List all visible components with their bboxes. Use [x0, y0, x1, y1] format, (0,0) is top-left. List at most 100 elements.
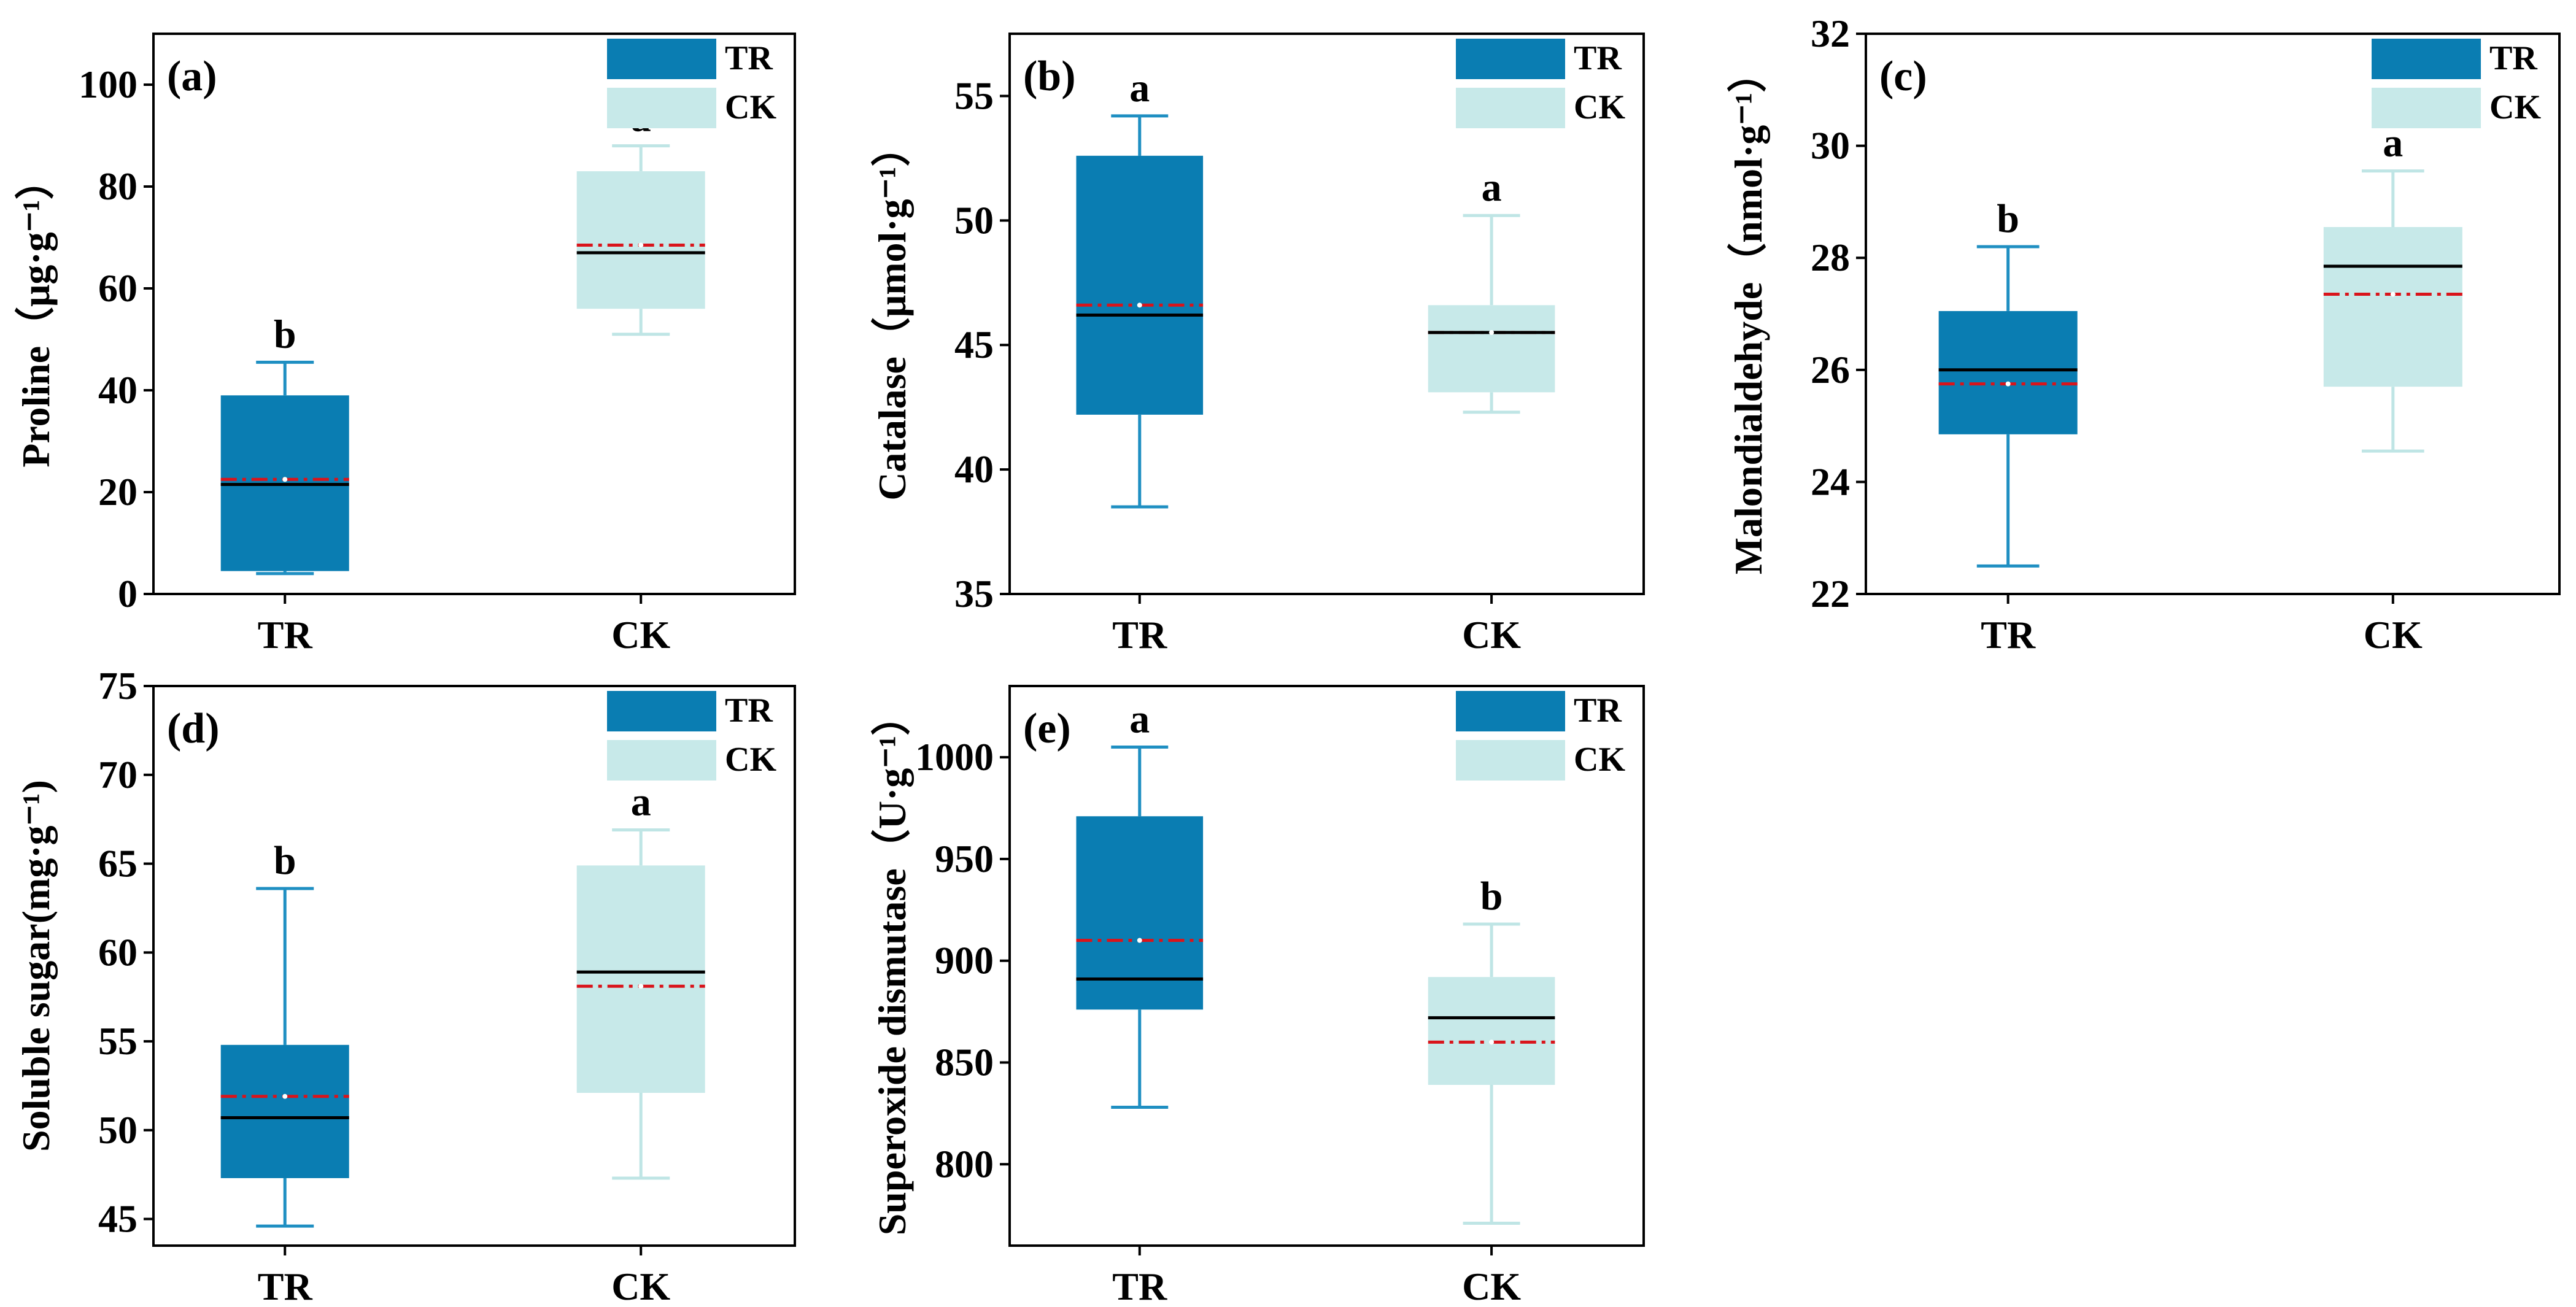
y-tick-label: 75	[98, 664, 137, 707]
legend-swatch-tr	[607, 39, 716, 79]
y-tick-label: 45	[954, 323, 994, 366]
y-tick-label: 70	[98, 753, 137, 796]
x-tick-label-tr: TR	[1112, 1265, 1167, 1307]
legend-label-tr: TR	[2489, 39, 2537, 77]
x-tick-label-tr: TR	[1112, 613, 1167, 657]
mean-marker-ck	[1489, 330, 1495, 335]
x-tick-label-tr: TR	[258, 1265, 313, 1307]
legend-label-tr: TR	[725, 39, 773, 77]
mean-marker-ck	[638, 984, 644, 989]
y-tick-label: 32	[1811, 12, 1850, 55]
panel-label: (c)	[1879, 53, 1927, 100]
legend-label-tr: TR	[1574, 39, 1622, 77]
x-tick-label-tr: TR	[258, 613, 313, 657]
legend-label-tr: TR	[1574, 692, 1622, 730]
significance-letter-ck: a	[1482, 165, 1502, 210]
y-tick-label: 800	[935, 1142, 994, 1186]
box-tr	[1076, 816, 1204, 1010]
significance-letter-tr: b	[1997, 196, 2019, 241]
y-axis-title: Superoxide dismutase（U·g⁻¹）	[870, 696, 914, 1236]
y-tick-label: 65	[98, 842, 137, 885]
box-tr	[220, 1044, 349, 1178]
significance-letter-ck: b	[1480, 874, 1503, 919]
box-ck	[1428, 977, 1555, 1085]
legend-swatch-ck	[2372, 88, 2481, 128]
box-ck	[2323, 226, 2462, 387]
legend-swatch-tr	[1456, 691, 1565, 731]
legend-label-ck: CK	[2489, 88, 2541, 126]
y-tick-label: 45	[98, 1197, 137, 1241]
legend-swatch-ck	[1456, 740, 1565, 781]
y-tick-label: 50	[98, 1108, 137, 1152]
significance-letter-tr: b	[274, 838, 296, 883]
significance-letter-ck: a	[631, 780, 651, 825]
y-tick-label: 55	[954, 74, 994, 117]
panel-label: (a)	[167, 53, 217, 100]
panel-label: (b)	[1023, 53, 1076, 100]
significance-letter-tr: a	[1129, 696, 1150, 741]
box-ck	[1428, 305, 1555, 393]
y-axis-title: Malondialdehyde（nmol·g⁻¹）	[1727, 53, 1770, 575]
legend-label-ck: CK	[1574, 88, 1625, 126]
legend-swatch-ck	[607, 88, 716, 128]
mean-marker-tr	[1137, 938, 1142, 943]
x-tick-label-ck: CK	[2364, 613, 2423, 657]
significance-letter-tr: a	[1129, 66, 1150, 110]
legend-swatch-ck	[1456, 88, 1565, 128]
plot-frame	[1865, 33, 2561, 595]
mean-marker-tr	[282, 477, 288, 482]
y-tick-label: 40	[954, 447, 994, 491]
legend-swatch-tr	[607, 691, 716, 731]
panel-label: (d)	[167, 705, 220, 752]
mean-marker-tr	[2005, 381, 2011, 387]
y-tick-label: 80	[98, 164, 137, 208]
y-tick-label: 50	[954, 198, 994, 242]
legend-label-ck: CK	[725, 741, 776, 779]
legend-swatch-ck	[607, 740, 716, 781]
y-axis-title: Soluble sugar(mg·g⁻¹)	[14, 780, 58, 1152]
x-tick-label-tr: TR	[1981, 613, 2036, 657]
box-ck	[576, 865, 705, 1093]
mean-marker-ck	[1489, 1039, 1495, 1045]
panel-label: (e)	[1023, 705, 1071, 752]
mean-marker-tr	[282, 1093, 288, 1099]
y-tick-label: 30	[1811, 124, 1850, 168]
plot-frame	[1008, 685, 1645, 1247]
y-tick-label: 22	[1811, 572, 1850, 615]
y-tick-label: 900	[935, 939, 994, 982]
legend-swatch-tr	[1456, 39, 1565, 79]
y-tick-label: 950	[935, 837, 994, 881]
y-tick-label: 20	[98, 470, 137, 514]
y-tick-label: 100	[79, 63, 137, 106]
x-tick-label-ck: CK	[611, 613, 670, 657]
box-tr	[1076, 155, 1204, 415]
chart-panel-2: 35 40 45 50 55 TR CK a a (b) TR CK Catalase（μmol·g⁻¹…	[870, 33, 1645, 657]
legend-label-tr: TR	[725, 692, 773, 730]
y-tick-label: 850	[935, 1041, 994, 1084]
y-tick-label: 55	[98, 1019, 137, 1063]
mean-marker-ck	[2390, 291, 2396, 297]
mean-marker-ck	[638, 242, 644, 248]
x-tick-label-ck: CK	[1462, 613, 1521, 657]
y-tick-label: 26	[1811, 348, 1850, 391]
y-tick-label: 1000	[915, 735, 994, 779]
box-tr	[1938, 310, 2078, 434]
x-tick-label-ck: CK	[611, 1265, 670, 1307]
significance-letter-tr: b	[274, 312, 296, 357]
legend-label-ck: CK	[725, 88, 776, 126]
legend-label-ck: CK	[1574, 741, 1625, 779]
y-tick-label: 0	[118, 572, 137, 615]
y-tick-label: 40	[98, 368, 137, 412]
y-tick-label: 24	[1811, 460, 1850, 503]
legend-swatch-tr	[2372, 39, 2481, 79]
x-tick-label-ck: CK	[1462, 1265, 1521, 1307]
y-tick-label: 60	[98, 930, 137, 974]
chart-panel-5: 800 850 900 950 1000 TR CK a b (e) TR CK Superoxide …	[870, 685, 1645, 1307]
plot-frame	[152, 685, 796, 1247]
y-axis-title: Proline（μg·g⁻¹）	[14, 160, 58, 468]
plot-frame	[1008, 33, 1645, 595]
box-ck	[576, 171, 705, 309]
